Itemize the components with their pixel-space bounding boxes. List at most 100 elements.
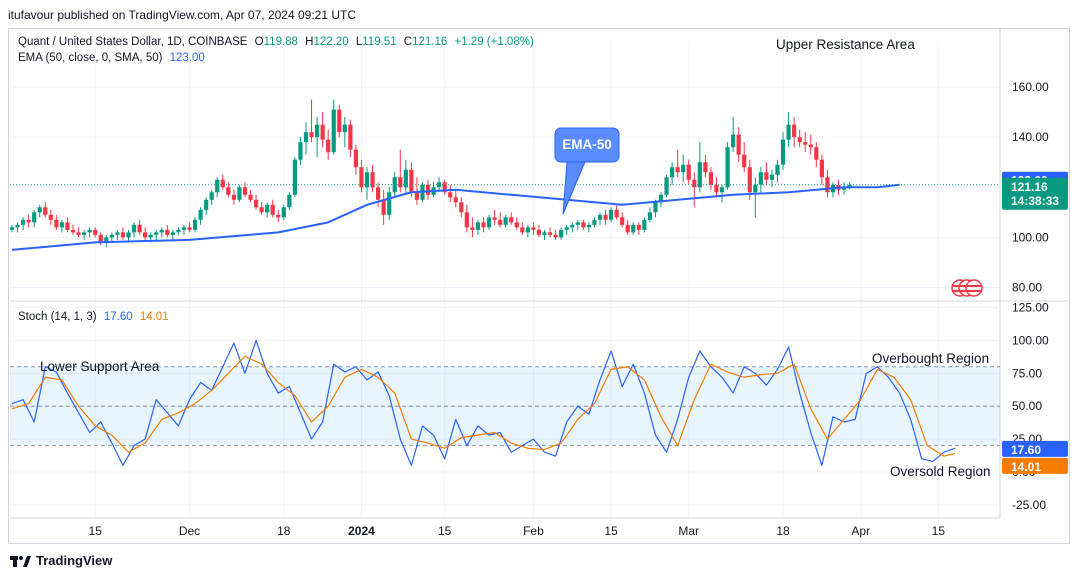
candle-body	[753, 184, 758, 193]
candle-body	[20, 219, 26, 225]
candle-body	[320, 124, 325, 140]
candle-body	[725, 147, 730, 188]
stoch-k-line	[11, 339, 956, 466]
candle-body	[819, 159, 824, 178]
candle-body	[93, 229, 98, 235]
candle-body	[364, 172, 370, 188]
candle-body	[326, 139, 331, 153]
candle-body	[636, 224, 641, 230]
candle-body	[658, 194, 664, 203]
candle-body	[409, 169, 414, 193]
candle-body	[120, 232, 126, 238]
candle-body	[570, 224, 575, 228]
candle-body	[731, 134, 736, 148]
candle-body	[675, 167, 680, 173]
candle-body	[780, 139, 786, 165]
time-axis-tick-label: Apr	[851, 524, 870, 538]
candle-body	[425, 184, 431, 195]
candle-body	[547, 232, 553, 235]
candle-body	[581, 222, 586, 228]
price-legend: Quant / United States Dollar, 1D, COINBA…	[18, 36, 538, 48]
candle-body	[48, 214, 53, 220]
time-axis-tick-label: Dec	[179, 524, 200, 538]
candle-body	[492, 217, 497, 220]
candle-body	[697, 162, 702, 188]
candle-body	[176, 229, 181, 233]
candle-body	[353, 149, 359, 168]
candle-body	[259, 207, 264, 213]
candle-body	[531, 227, 536, 230]
candle-body	[253, 199, 259, 208]
candle-body	[797, 137, 802, 143]
last-price-badge-bg	[1002, 177, 1068, 210]
price-axis-tick-label: 80.00	[1012, 280, 1042, 294]
candle-body	[403, 169, 408, 188]
candle-body	[26, 219, 31, 223]
candle-body	[287, 194, 292, 208]
candle-body	[143, 232, 148, 238]
tradingview-logo[interactable]: TradingView	[10, 553, 112, 568]
last-price-badge-text: 121.16	[1011, 180, 1048, 194]
stoch-label: Stoch (14, 1, 3)	[18, 311, 97, 323]
candle-body	[248, 194, 253, 200]
candle-body	[15, 224, 20, 228]
candle-body	[792, 124, 797, 138]
candle-body	[642, 219, 647, 230]
candle-body	[314, 124, 320, 138]
candle-body	[181, 227, 187, 230]
candle-body	[470, 227, 475, 230]
stoch-k-badge-text: 17.60	[1011, 443, 1041, 457]
time-axis-tick-label: 15	[932, 524, 946, 538]
candle-body	[131, 224, 137, 233]
stoch-axis-tick-label: 125.00	[1012, 301, 1049, 315]
candle-body	[747, 167, 752, 193]
candle-body	[742, 154, 747, 168]
candle-body	[586, 224, 591, 228]
candle-body	[670, 167, 675, 178]
candle-body	[631, 224, 636, 233]
candle-body	[37, 207, 42, 213]
upper-resistance-label: Upper Resistance Area	[776, 37, 915, 52]
candle-body	[559, 229, 564, 238]
candle-body	[825, 177, 830, 193]
candle-body	[148, 234, 153, 238]
candle-body	[475, 222, 481, 230]
us-flag-icon	[951, 279, 983, 297]
candle-body	[592, 219, 597, 225]
candle-body	[814, 147, 819, 160]
price-axis-tick-label: 140.00	[1012, 130, 1049, 144]
candle-body	[59, 222, 65, 228]
flag-stripe	[967, 285, 981, 287]
time-axis-tick-label: 18	[776, 524, 790, 538]
ema-callout-box	[554, 127, 620, 163]
stoch-legend: Stoch (14, 1, 3) 17.60 14.01	[18, 311, 173, 323]
stoch-axis-tick-label: 50.00	[1012, 399, 1042, 413]
candle-body	[215, 179, 220, 193]
candle-body	[87, 229, 92, 233]
publisher-line: itufavour published on TradingView.com, …	[8, 8, 356, 22]
candle-body	[459, 202, 464, 213]
candle-body	[603, 214, 608, 220]
candle-body	[769, 174, 775, 180]
candle-body	[803, 142, 808, 145]
candle-body	[620, 217, 625, 225]
candle-body	[808, 144, 813, 148]
candle-body	[331, 109, 336, 153]
candle-body	[381, 199, 386, 215]
chart-frame	[8, 28, 1070, 544]
ohlc-open: O119.88	[254, 36, 298, 48]
candle-body	[265, 204, 270, 213]
ema-legend: EMA (50, close, 0, SMA, 50) 123.00	[18, 52, 209, 64]
candle-body	[847, 184, 852, 188]
candle-body	[387, 192, 392, 215]
stoch-axis-tick-label: -25.00	[1012, 498, 1046, 512]
candle-body	[686, 164, 691, 180]
ema-label: EMA (50, close, 0, SMA, 50)	[18, 52, 163, 64]
ohlc-close: C121.16	[403, 36, 448, 48]
stoch-d-badge-bg	[1002, 457, 1068, 474]
ema-callout-label: EMA-50	[562, 137, 612, 152]
candle-body	[764, 172, 769, 180]
price-axis-tick-label: 100.00	[1012, 230, 1049, 244]
candle-body	[98, 234, 103, 243]
